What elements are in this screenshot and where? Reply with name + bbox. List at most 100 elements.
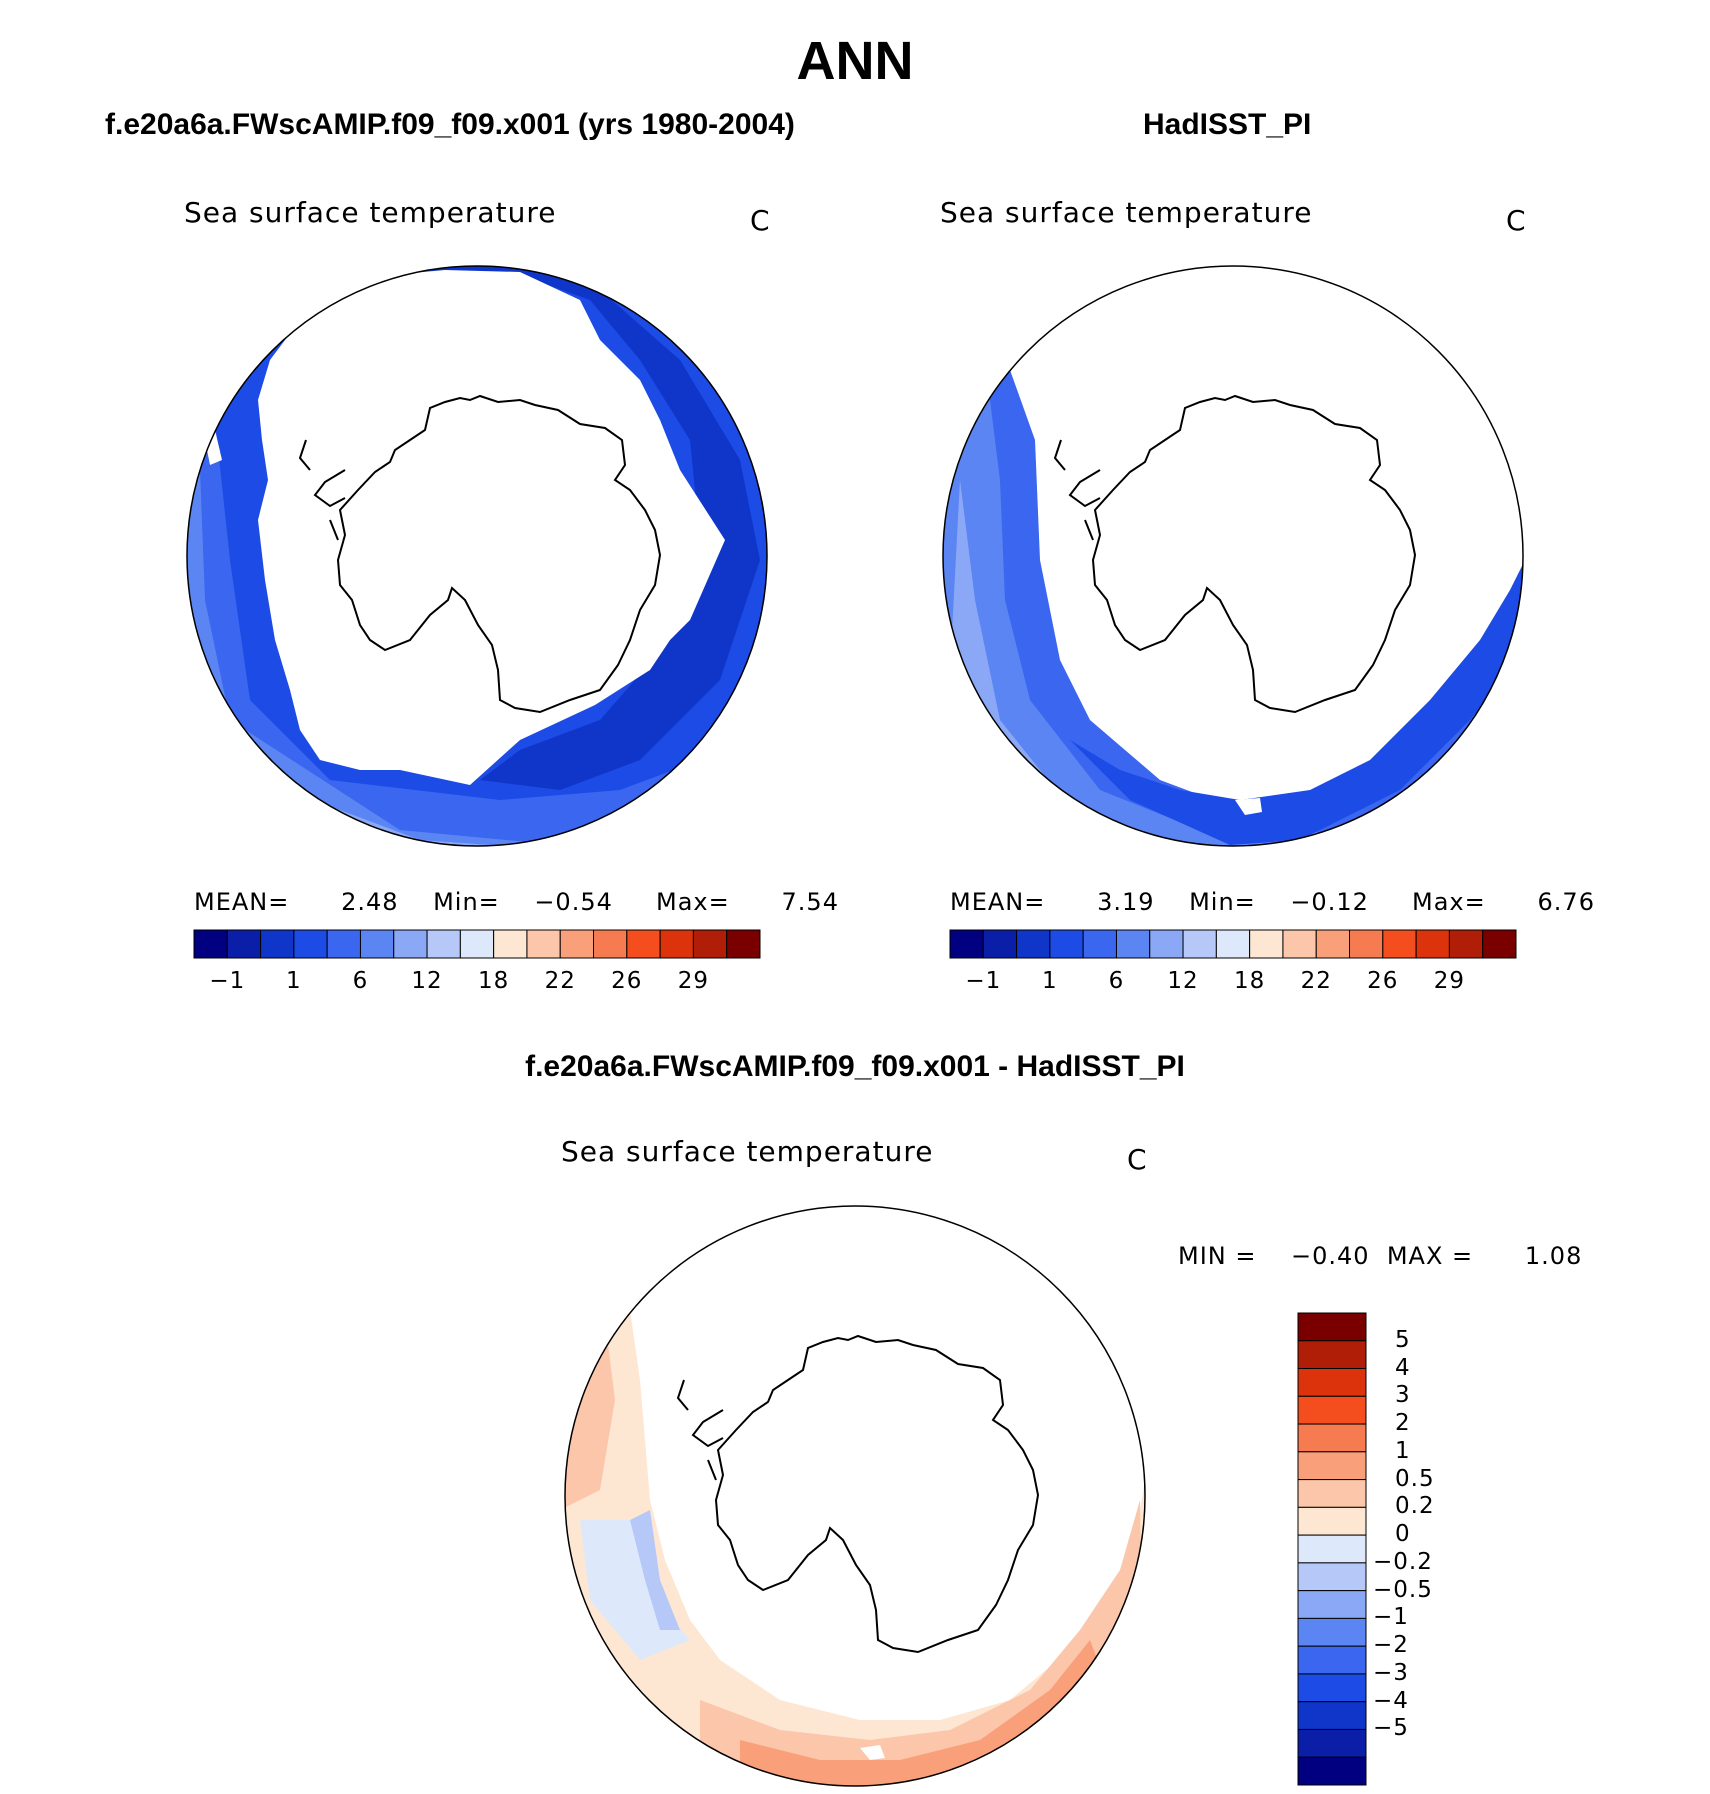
panel2-units: C [1506,204,1527,237]
panel3-colorbar-box [1297,1506,1367,1536]
panel1-colorbar-ticks: −1 1 6 12 18 22 26 29 [194,968,760,998]
panel2-colorbar-box [1482,929,1517,959]
panel3-colorbar-box [1297,1534,1367,1564]
panel3-min-value: −0.40 [1291,1242,1370,1270]
panel3-colorbar-tick-label: 0.2 [1395,1493,1435,1520]
panel3-colorbar-tick-label: −2 [1373,1632,1409,1659]
panel1-colorbar-tick-label: 1 [286,968,302,994]
panel3-max-label: MAX = [1386,1242,1474,1270]
panel2-colorbar-tick-label: 18 [1234,968,1266,994]
panel3-colorbar-tick-label: 5 [1395,1326,1411,1353]
panel3-colorbar-tick-label: 0 [1395,1521,1411,1548]
panel1-colorbar-tick-label: 22 [544,968,576,994]
page-title: ANN [796,31,914,91]
panel3-colorbar-tick-label: 2 [1395,1410,1411,1437]
panel1-colorbar-box [393,929,428,959]
panel2-colorbar-box [1282,929,1317,959]
panel2-colorbar-box [1016,929,1051,959]
panel2-case-title: HadISST_PI [1143,108,1312,141]
panel3-colorbar-box [1297,1728,1367,1758]
panel1-colorbar-box [293,929,328,959]
panel2-min-value: −0.12 [1290,888,1369,916]
panel1-max-label: Max= [656,888,730,916]
panel3-antarctica-coastline [714,1334,1040,1654]
panel2-colorbar-box [1415,929,1450,959]
panel3-variable-title: Sea surface temperature [561,1135,934,1168]
panel3-units: C [1127,1143,1148,1176]
panel3-colorbar-box [1297,1562,1367,1592]
panel3-colorbar-tick-label: 1 [1395,1437,1411,1464]
panel1-colorbar-box [226,929,262,959]
panel3-diff-fill [565,1206,1145,1786]
panel2-colorbar-tick-label: −1 [965,968,1002,994]
panel3-colorbar-box [1297,1645,1367,1675]
panel2-colorbar-tick-label: 26 [1367,968,1399,994]
panel1-case-title: f.e20a6a.FWscAMIP.f09_f09.x001 (yrs 1980… [105,108,795,141]
panel2-colorbar-box [1082,929,1117,959]
panel3-colorbar-box [1297,1673,1367,1703]
panel1-colorbar-box [193,929,228,959]
panel2-max-value: 6.76 [1537,888,1595,916]
panel1-colorbar [193,929,761,959]
panel2-colorbar [949,929,1517,959]
panel1-colorbar-tick-label: 26 [611,968,643,994]
panel3-colorbar-tick-label: −1 [1373,1604,1409,1631]
panel3-colorbar-box [1297,1423,1367,1453]
panel1-colorbar-tick-label: 12 [411,968,443,994]
panel1-min-value: −0.54 [534,888,613,916]
panel2-colorbar-tick-label: 6 [1108,968,1125,994]
panel1-units: C [750,204,771,237]
panel2-colorbar-box [1049,929,1084,959]
panel2-mean-label: MEAN= [950,888,1046,916]
panel1-colorbar-box [692,929,728,959]
panel3-colorbar-tick-label: 3 [1395,1382,1411,1409]
panel3-colorbar-tick-label: −0.5 [1373,1576,1433,1603]
panel1-colorbar-box [326,929,361,959]
panel2-colorbar-box [1315,929,1351,959]
panel3-max-value: 1.08 [1524,1242,1583,1270]
panel2-antarctica-coastline [1091,394,1417,714]
panel1-mean-label: MEAN= [194,888,290,916]
panel1-antarctica-coastline [336,394,662,714]
panel1-mean-value: 2.48 [341,888,399,916]
panel3-colorbar-box [1297,1368,1367,1397]
panel3-stats: MIN = −0.40 MAX = 1.08 [1178,1242,1582,1270]
panel3-colorbar-tick-label: −0.2 [1373,1548,1433,1575]
panel2-mean-value: 3.19 [1097,888,1155,916]
panel3-colorbar-tick-label: 0.5 [1395,1465,1435,1492]
panel2-min-label: Min= [1189,888,1256,916]
panel2-colorbar-box [1182,929,1217,959]
panel3-colorbar-ticks: 5 4 3 2 1 0.5 0.2 0 −0.2 −0.5 −1 −2 −3 −4 −5 [1373,1313,1505,1785]
panel2-colorbar-tick-label: 1 [1042,968,1058,994]
panel3-colorbar-tick-label: −3 [1373,1659,1409,1686]
panel2-colorbar-tick-label: 29 [1433,968,1466,994]
panel1-variable-title: Sea surface temperature [184,196,557,229]
panel3-colorbar-box [1297,1451,1367,1481]
panel1-colorbar-box [459,929,495,959]
panel3-colorbar-box [1297,1590,1367,1619]
panel1-colorbar-tick-label: −1 [209,968,246,994]
panel1-max-value: 7.54 [781,888,839,916]
panel1-colorbar-box [593,929,628,959]
panel1-colorbar-box [526,929,561,959]
panel1-colorbar-tick-label: 29 [677,968,710,994]
panel1-colorbar-box [726,929,761,959]
panel2-colorbar-box [1115,929,1151,959]
panel3-colorbar-box [1297,1756,1367,1786]
panel3-colorbar-box [1297,1617,1367,1647]
panel1-min-label: Min= [433,888,500,916]
panel2-colorbar-tick-label: 22 [1300,968,1332,994]
panel2-colorbar-tick-label: 12 [1167,968,1199,994]
panel3-colorbar-tick-label: −4 [1373,1687,1409,1714]
panel3-min-label: MIN = [1178,1242,1257,1270]
panel1-colorbar-tick-label: 18 [478,968,510,994]
panel2-colorbar-ticks: −1 1 6 12 18 22 26 29 [950,968,1516,998]
panel3-colorbar-box [1297,1479,1367,1508]
panel1-stats: MEAN= 2.48 Min= −0.54 Max= 7.54 [194,888,839,916]
panel1-colorbar-tick-label: 6 [352,968,369,994]
panel2-colorbar-box [1448,929,1484,959]
panel2-colorbar-box [1215,929,1251,959]
panel3-colorbar [1297,1312,1367,1786]
